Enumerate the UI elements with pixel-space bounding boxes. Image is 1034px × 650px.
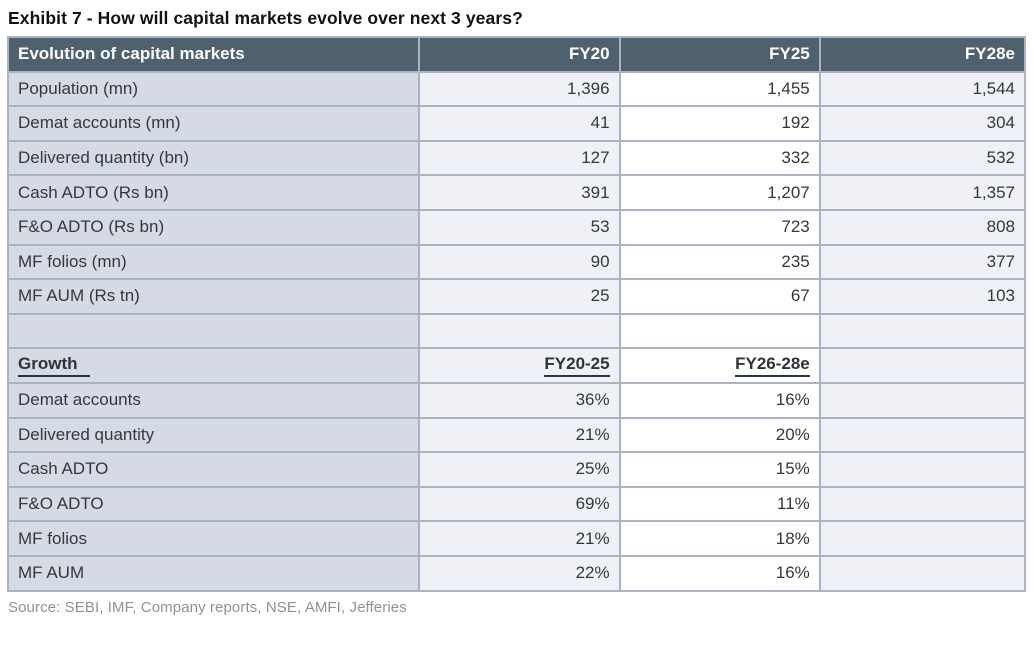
cell-fy20-25: 36% <box>418 381 621 419</box>
spacer-cell <box>418 312 621 350</box>
growth-row-mf-aum: MF AUM 22% 16% <box>6 554 1027 592</box>
cell-fy25: 332 <box>618 139 821 177</box>
cell-fy26-28e: 11% <box>618 485 821 523</box>
cell-fy20-25: 21% <box>418 520 621 557</box>
growth-row-cash-adto: Cash ADTO 25% 15% <box>6 451 1027 488</box>
cell-fy20: 90 <box>418 243 621 281</box>
table-row-delivered-quantity: Delivered quantity (bn) 127 332 532 <box>6 139 1027 177</box>
growth-header-row: Growth FY20-25 FY26-28e <box>6 347 1027 384</box>
cell-fy28e: 532 <box>818 139 1027 177</box>
growth-header-empty-cell <box>818 347 1027 384</box>
cell-fy20: 391 <box>418 174 621 211</box>
growth-row-fo-adto: F&O ADTO 69% 11% <box>6 485 1027 523</box>
growth-header-fy26-28e-cell: FY26-28e <box>618 347 821 384</box>
growth-header-fy26-28e: FY26-28e <box>735 354 810 377</box>
table-header-row: Evolution of capital markets FY20 FY25 F… <box>6 36 1027 73</box>
cell-fy28e: 304 <box>818 105 1027 142</box>
cell-fy25: 235 <box>618 243 821 281</box>
growth-row-delivered-quantity: Delivered quantity 21% 20% <box>6 416 1027 454</box>
cell-fy26-28e: 18% <box>618 520 821 557</box>
cell-empty <box>818 381 1027 419</box>
cell-empty <box>818 485 1027 523</box>
cell-fy28e: 377 <box>818 243 1027 281</box>
row-label: F&O ADTO <box>6 485 421 523</box>
header-fy20: FY20 <box>418 36 621 73</box>
cell-fy20: 53 <box>418 208 621 246</box>
row-label: Demat accounts (mn) <box>6 105 421 142</box>
header-evolution-label: Evolution of capital markets <box>6 36 421 73</box>
growth-section-title-cell: Growth <box>6 347 421 384</box>
row-label: Delivered quantity (bn) <box>6 139 421 177</box>
table-row-fo-adto: F&O ADTO (Rs bn) 53 723 808 <box>6 208 1027 246</box>
cell-empty <box>818 554 1027 592</box>
table-row-cash-adto: Cash ADTO (Rs bn) 391 1,207 1,357 <box>6 174 1027 211</box>
cell-fy20-25: 22% <box>418 554 621 592</box>
spacer-cell <box>818 312 1027 350</box>
cell-fy20: 1,396 <box>418 70 621 108</box>
cell-fy25: 192 <box>618 105 821 142</box>
exhibit-title: Exhibit 7 - How will capital markets evo… <box>8 8 523 28</box>
header-fy25: FY25 <box>618 36 821 73</box>
cell-fy20: 41 <box>418 105 621 142</box>
row-label: Delivered quantity <box>6 416 421 454</box>
capital-markets-table: Evolution of capital markets FY20 FY25 F… <box>6 36 1027 592</box>
cell-fy25: 1,207 <box>618 174 821 211</box>
cell-fy20: 127 <box>418 139 621 177</box>
cell-empty <box>818 416 1027 454</box>
cell-fy28e: 1,544 <box>818 70 1027 108</box>
source-note: Source: SEBI, IMF, Company reports, NSE,… <box>8 598 407 616</box>
cell-fy20-25: 21% <box>418 416 621 454</box>
row-label: Cash ADTO (Rs bn) <box>6 174 421 211</box>
cell-fy25: 1,455 <box>618 70 821 108</box>
growth-header-fy20-25-cell: FY20-25 <box>418 347 621 384</box>
cell-fy25: 67 <box>618 278 821 315</box>
row-label: MF folios (mn) <box>6 243 421 281</box>
cell-fy25: 723 <box>618 208 821 246</box>
cell-fy20: 25 <box>418 278 621 315</box>
growth-header-fy20-25: FY20-25 <box>544 354 610 377</box>
growth-section-title: Growth <box>18 354 90 377</box>
table-row-demat-accounts: Demat accounts (mn) 41 192 304 <box>6 105 1027 142</box>
cell-fy28e: 808 <box>818 208 1027 246</box>
cell-fy20-25: 69% <box>418 485 621 523</box>
cell-fy26-28e: 20% <box>618 416 821 454</box>
spacer-cell <box>618 312 821 350</box>
spacer-row <box>6 312 1027 350</box>
row-label: MF folios <box>6 520 421 557</box>
cell-fy26-28e: 16% <box>618 381 821 419</box>
table-row-population: Population (mn) 1,396 1,455 1,544 <box>6 70 1027 108</box>
row-label: Cash ADTO <box>6 451 421 488</box>
growth-row-demat-accounts: Demat accounts 36% 16% <box>6 381 1027 419</box>
cell-fy28e: 103 <box>818 278 1027 315</box>
table-row-mf-folios: MF folios (mn) 90 235 377 <box>6 243 1027 281</box>
growth-row-mf-folios: MF folios 21% 18% <box>6 520 1027 557</box>
table-row-mf-aum: MF AUM (Rs tn) 25 67 103 <box>6 278 1027 315</box>
cell-fy20-25: 25% <box>418 451 621 488</box>
cell-fy28e: 1,357 <box>818 174 1027 211</box>
row-label: MF AUM (Rs tn) <box>6 278 421 315</box>
spacer-cell <box>6 312 421 350</box>
row-label: F&O ADTO (Rs bn) <box>6 208 421 246</box>
row-label: MF AUM <box>6 554 421 592</box>
row-label: Demat accounts <box>6 381 421 419</box>
cell-empty <box>818 520 1027 557</box>
cell-fy26-28e: 15% <box>618 451 821 488</box>
cell-fy26-28e: 16% <box>618 554 821 592</box>
row-label: Population (mn) <box>6 70 421 108</box>
header-fy28e: FY28e <box>818 36 1027 73</box>
cell-empty <box>818 451 1027 488</box>
